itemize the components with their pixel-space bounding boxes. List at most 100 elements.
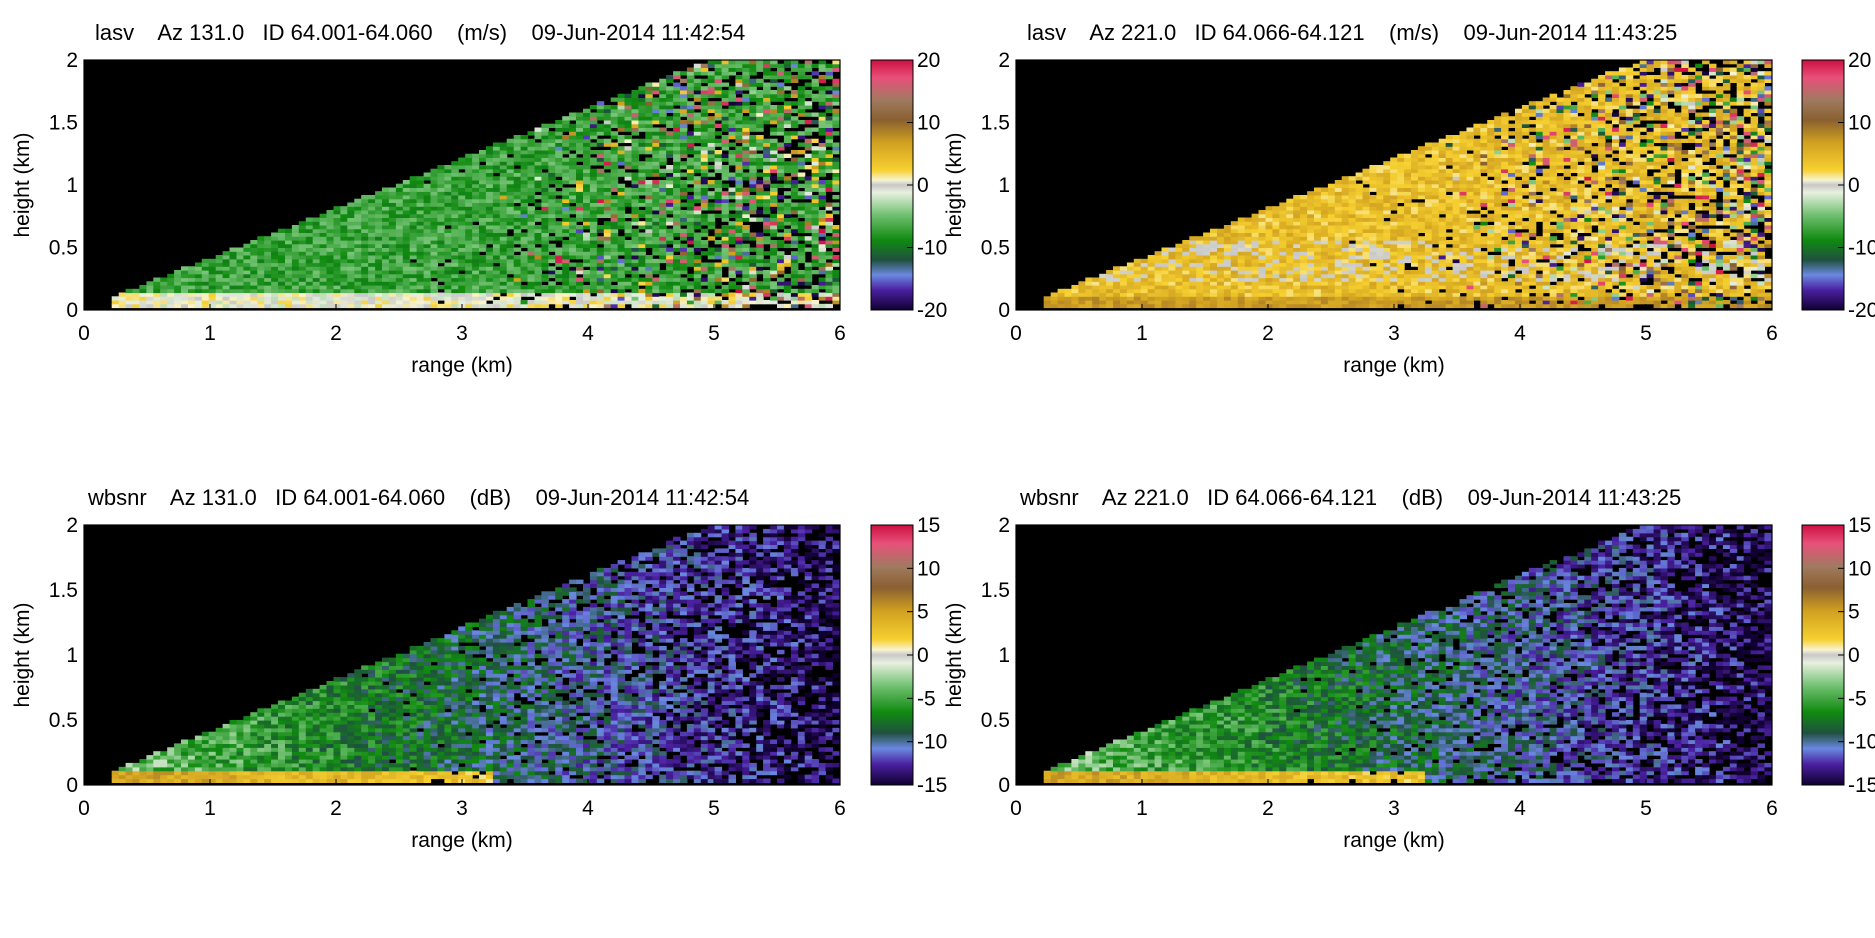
data-cell <box>742 131 750 136</box>
data-cell <box>402 213 411 218</box>
data-cell <box>423 296 432 301</box>
data-cell <box>1251 217 1260 222</box>
data-cell <box>402 258 411 264</box>
data-cell <box>1272 213 1280 218</box>
data-cell <box>707 281 716 286</box>
data-cell <box>423 277 432 282</box>
data-cell <box>1320 281 1329 286</box>
data-cell <box>451 168 459 173</box>
data-cell <box>763 176 771 181</box>
data-cell <box>499 240 508 245</box>
data-cell <box>430 195 438 200</box>
data-cell <box>645 150 653 155</box>
data-cell <box>118 303 127 309</box>
data-cell <box>451 202 459 207</box>
data-cell <box>693 146 702 151</box>
data-cell <box>818 101 827 106</box>
data-cell <box>666 221 674 226</box>
data-cell <box>562 202 570 207</box>
data-cell <box>1404 191 1412 196</box>
data-cell <box>1334 210 1343 215</box>
data-cell <box>257 273 265 279</box>
data-cell <box>1341 198 1350 203</box>
data-cell <box>707 86 716 91</box>
data-cell <box>368 206 376 211</box>
data-cell <box>1334 255 1343 260</box>
data-cell <box>513 296 522 301</box>
data-cell <box>479 150 487 155</box>
data-cell <box>562 266 570 271</box>
data-cell <box>485 187 494 192</box>
data-cell <box>673 195 681 200</box>
data-cell <box>1154 258 1163 264</box>
data-cell <box>797 131 806 136</box>
data-cell <box>271 285 279 290</box>
data-cell <box>1376 195 1384 200</box>
data-cell <box>721 202 730 207</box>
data-cell <box>1404 198 1412 203</box>
data-cell <box>139 303 147 309</box>
data-cell <box>777 146 785 151</box>
data-cell <box>825 165 833 170</box>
data-cell <box>728 157 736 162</box>
data-cell <box>1355 251 1364 256</box>
data-cell <box>576 131 584 136</box>
data-cell <box>1293 292 1301 297</box>
data-cell <box>465 202 473 207</box>
data-cell <box>1397 210 1405 215</box>
data-cell <box>1272 273 1280 279</box>
data-cell <box>763 101 771 106</box>
data-cell <box>534 273 542 279</box>
data-cell <box>797 150 806 155</box>
data-cell <box>1265 251 1273 256</box>
data-cell <box>1307 206 1315 211</box>
data-cell <box>1161 303 1169 309</box>
data-cell <box>811 292 820 297</box>
data-cell <box>638 255 646 260</box>
data-cell <box>271 266 279 271</box>
data-cell <box>534 161 542 166</box>
data-cell <box>527 243 535 248</box>
data-cell <box>1327 262 1336 267</box>
data-cell <box>208 273 217 279</box>
data-cell <box>1223 255 1232 260</box>
data-cell <box>409 273 418 279</box>
data-cell <box>832 93 840 98</box>
data-cell <box>555 277 563 282</box>
data-cell <box>790 217 799 222</box>
data-cell <box>652 232 660 237</box>
data-cell <box>603 198 612 203</box>
data-cell <box>735 131 743 136</box>
data-cell <box>576 288 584 294</box>
data-cell <box>541 176 549 181</box>
data-cell <box>576 262 584 267</box>
y-tick-label: 0.5 <box>49 237 78 260</box>
data-cell <box>222 303 231 309</box>
data-cell <box>492 180 501 185</box>
data-cell <box>583 108 591 113</box>
data-cell <box>520 221 529 226</box>
data-cell <box>1369 266 1377 271</box>
data-cell <box>756 108 764 113</box>
data-cell <box>319 273 328 279</box>
data-cell <box>382 228 390 233</box>
data-cell <box>1417 300 1426 305</box>
data-cell <box>700 78 709 83</box>
data-cell <box>1376 221 1384 226</box>
data-cell <box>1293 300 1301 305</box>
data-cell <box>583 198 591 203</box>
data-cell <box>409 270 418 275</box>
data-cell <box>1300 300 1308 305</box>
data-cell <box>721 82 730 87</box>
data-cell <box>444 273 452 279</box>
data-cell <box>472 247 480 252</box>
data-cell <box>243 285 251 290</box>
data-cell <box>513 138 522 143</box>
data-cell <box>395 266 404 271</box>
data-cell <box>1341 266 1350 271</box>
data-cell <box>278 258 286 264</box>
data-cell <box>631 90 639 95</box>
data-cell <box>811 82 820 87</box>
data-cell <box>1362 296 1370 301</box>
data-cell <box>1272 292 1280 297</box>
